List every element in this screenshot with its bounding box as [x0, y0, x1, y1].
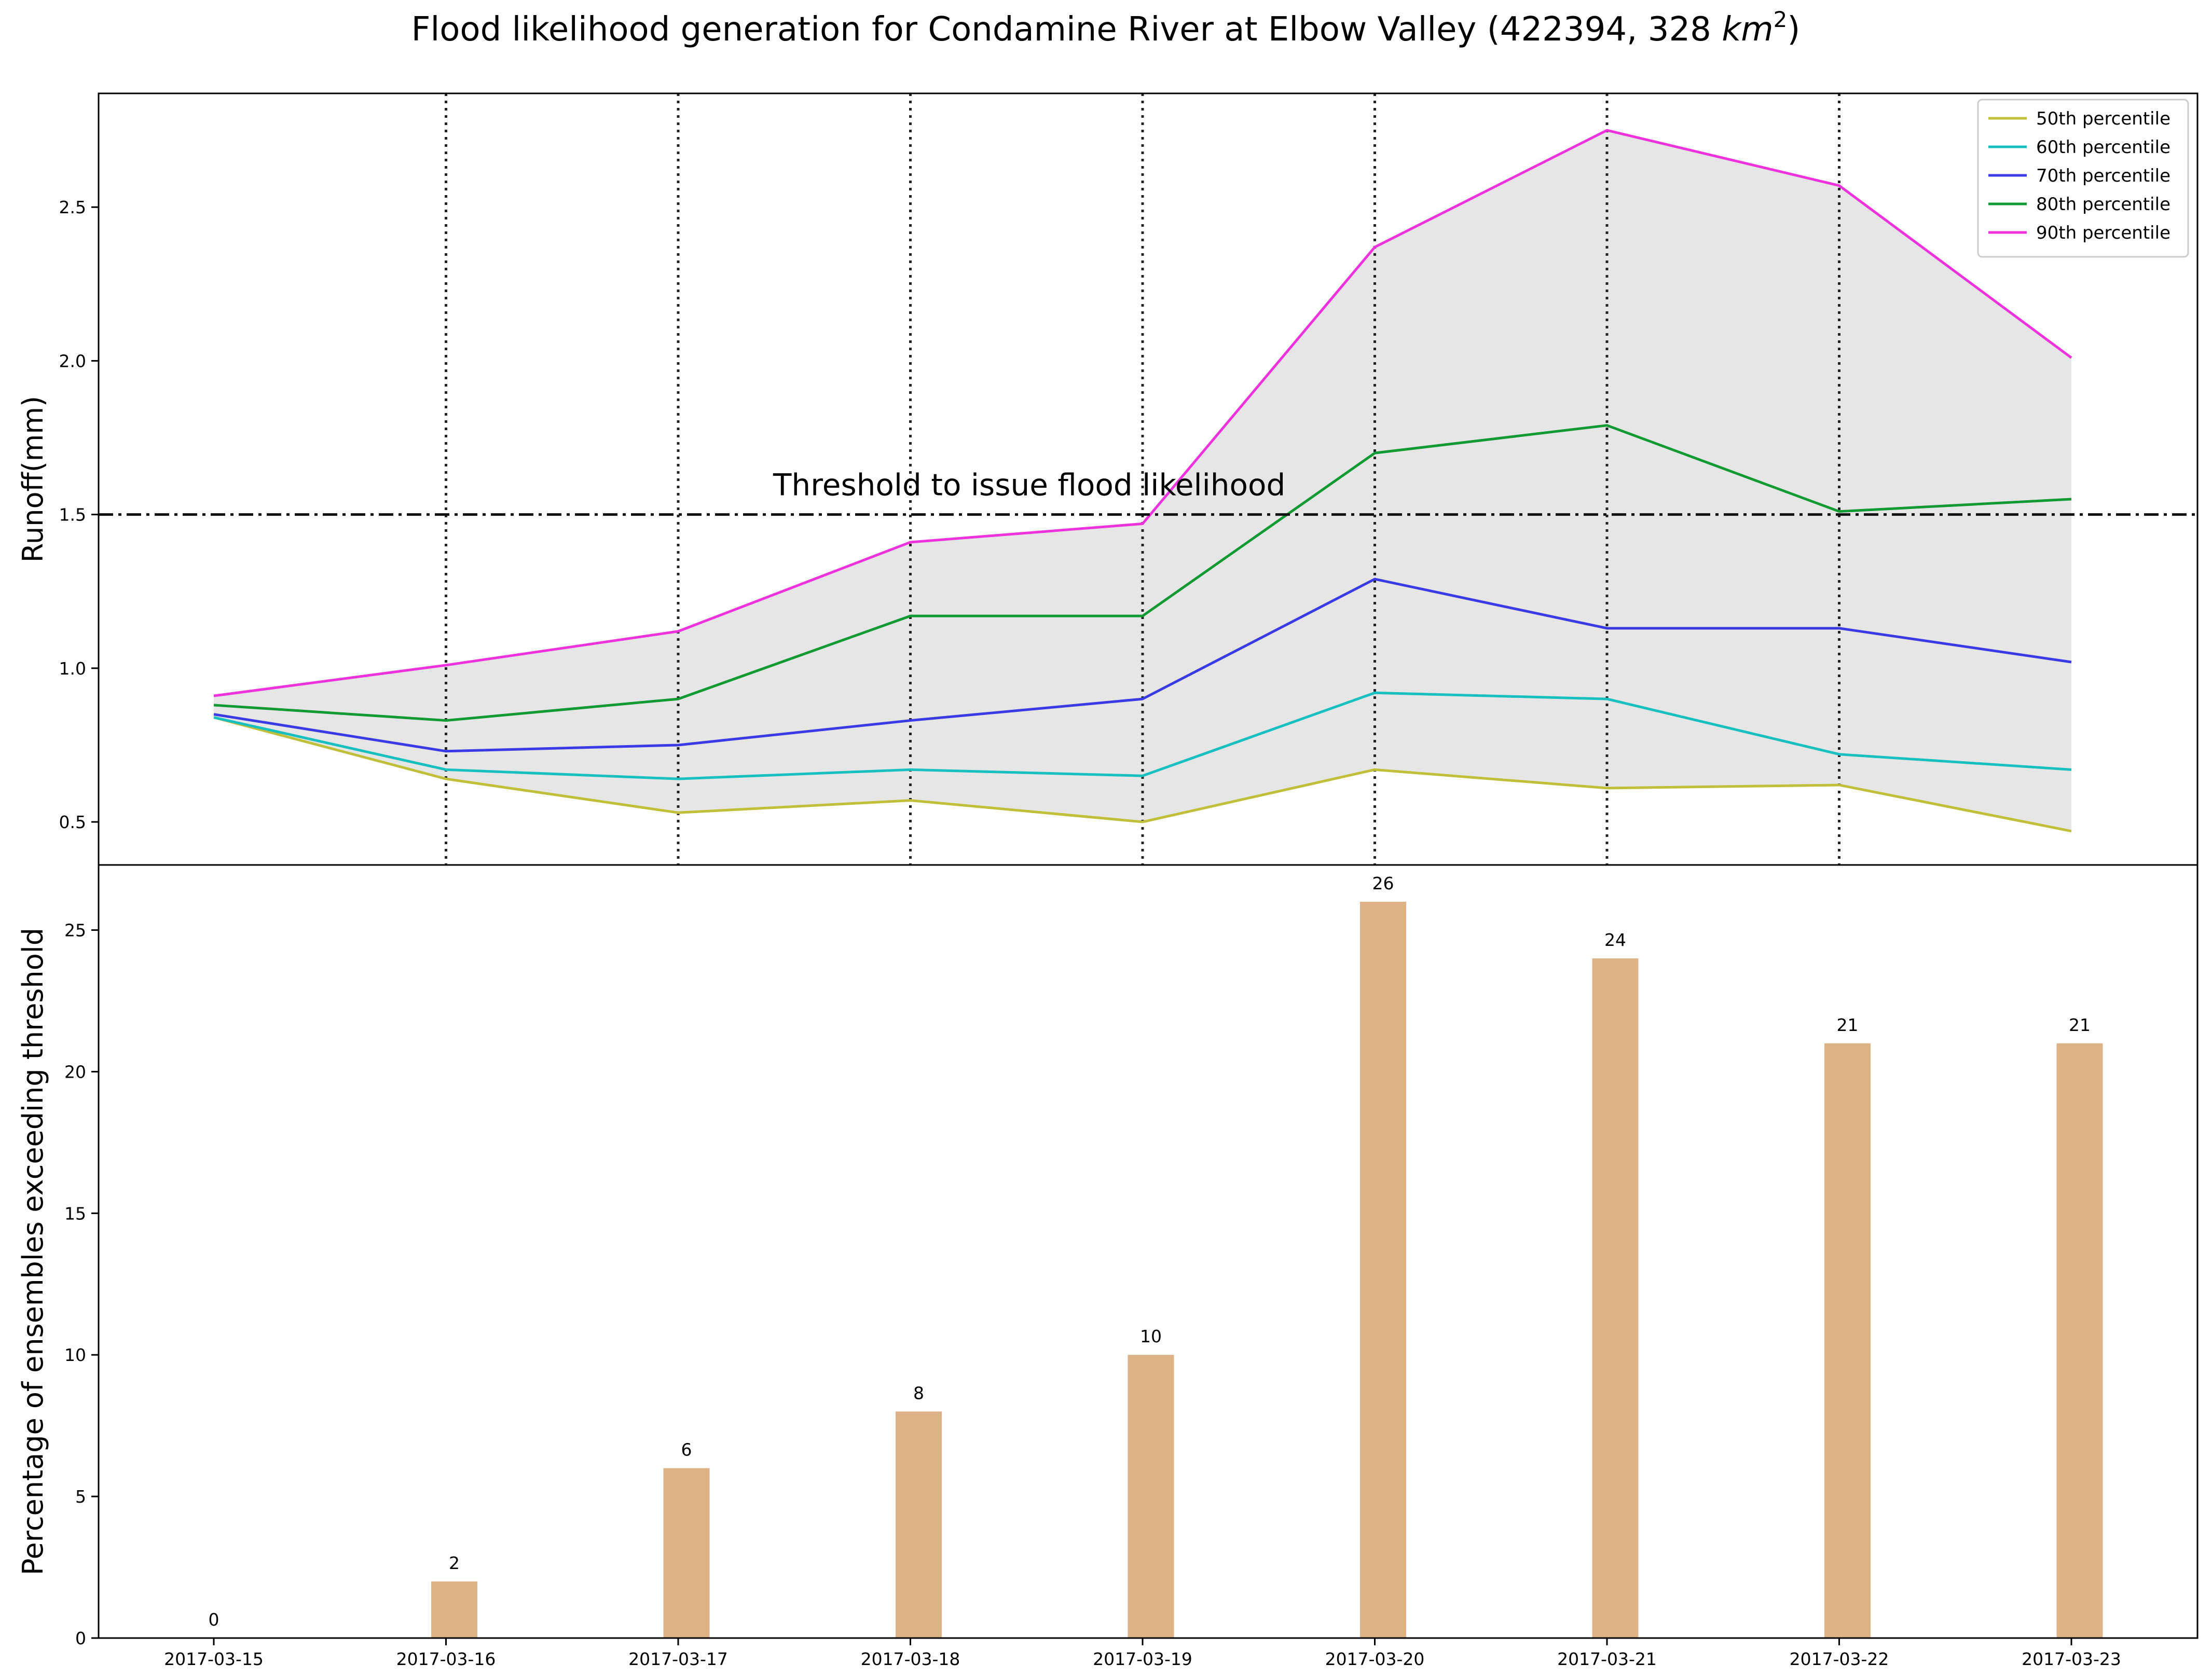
legend-item: 70th percentile [2036, 166, 2170, 186]
bar-value-label: 0 [209, 1610, 219, 1630]
bar-value-label: 21 [1837, 1015, 1859, 1035]
bar [2056, 1043, 2103, 1638]
y-tick-label: 0 [75, 1628, 86, 1648]
threshold-label: Threshold to issue flood likelihood [773, 467, 1285, 503]
y-tick-label: 2.5 [59, 197, 86, 217]
legend-item: 50th percentile [2036, 108, 2170, 129]
bar [1592, 958, 1639, 1638]
y-axis-label: Percentage of ensembles exceeding thresh… [17, 928, 49, 1575]
legend-item: 90th percentile [2036, 223, 2170, 243]
x-tick-label: 2017-03-21 [1557, 1649, 1657, 1669]
x-tick-label: 2017-03-15 [164, 1649, 264, 1669]
x-tick-label: 2017-03-17 [628, 1649, 728, 1669]
x-tick-label: 2017-03-18 [861, 1649, 960, 1669]
bar [1360, 901, 1406, 1638]
bar-value-label: 10 [1140, 1326, 1162, 1346]
bar-value-label: 24 [1604, 930, 1626, 950]
series-line-60th [213, 691, 2072, 780]
legend [1977, 99, 2189, 258]
exceedance-axes-frame [98, 864, 2199, 1639]
y-tick-label: 2.0 [59, 351, 86, 371]
legend-item: 60th percentile [2036, 137, 2170, 158]
bar [1824, 1043, 1871, 1638]
series-line-70th [213, 577, 2072, 753]
bar-value-label: 6 [681, 1440, 692, 1460]
series-line-80th [213, 424, 2072, 722]
bar [663, 1468, 710, 1638]
bar [431, 1581, 477, 1638]
y-tick-label: 20 [64, 1062, 86, 1082]
legend-item: 80th percentile [2036, 194, 2170, 215]
bar-value-label: 26 [1372, 873, 1394, 893]
chart-title: Flood likelihood generation for Condamin… [411, 7, 1801, 49]
bar-value-label: 8 [913, 1383, 924, 1403]
x-tick-label: 2017-03-19 [1093, 1649, 1192, 1669]
y-tick-label: 1.0 [59, 658, 86, 679]
y-tick-label: 0.5 [59, 812, 86, 832]
x-tick-label: 2017-03-20 [1325, 1649, 1425, 1669]
y-tick-label: 10 [64, 1345, 86, 1365]
x-tick-label: 2017-03-22 [1790, 1649, 1889, 1669]
bar [896, 1411, 942, 1638]
bar [1128, 1355, 1174, 1638]
x-tick-label: 2017-03-16 [396, 1649, 496, 1669]
y-tick-label: 25 [64, 920, 86, 941]
series-line-50th [213, 716, 2072, 833]
x-tick-label: 2017-03-23 [2022, 1649, 2121, 1669]
bar-value-label: 21 [2069, 1015, 2091, 1035]
series-line-90th [213, 129, 2072, 697]
y-tick-label: 5 [75, 1487, 86, 1507]
y-tick-label: 15 [64, 1203, 86, 1223]
runoff-panel: Threshold to issue flood likelihood 0.5 1… [17, 92, 2199, 866]
y-tick-label: 1.5 [59, 505, 86, 525]
bar-value-label: 2 [449, 1553, 460, 1573]
y-axis-label: Runoff(mm) [17, 396, 49, 562]
